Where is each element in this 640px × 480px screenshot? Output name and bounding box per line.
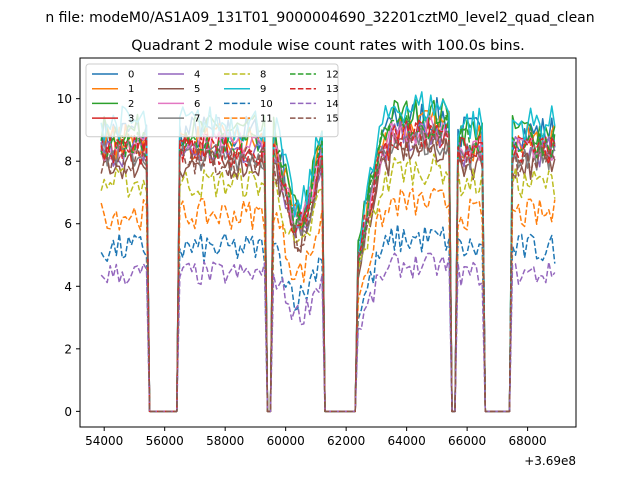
x-tick-label: 64000 — [388, 434, 426, 448]
legend-label-0: 0 — [128, 70, 134, 81]
legend-label-14: 14 — [326, 99, 339, 110]
legend-label-10: 10 — [260, 99, 273, 110]
series-line-10 — [100, 223, 556, 413]
legend-label-12: 12 — [326, 70, 339, 81]
x-tick-label: 56000 — [146, 434, 184, 448]
legend-label-4: 4 — [194, 70, 200, 81]
legend-label-15: 15 — [326, 114, 339, 125]
legend-box — [85, 63, 339, 138]
y-tick-label: 0 — [64, 405, 72, 419]
legend-label-5: 5 — [194, 84, 200, 95]
x-axis: 54000 56000 58000 60000 62000 64000 66000 68000 — [85, 427, 547, 448]
x-tick-label: 68000 — [509, 434, 547, 448]
y-tick-label: 8 — [64, 155, 72, 169]
x-tick-label: 60000 — [267, 434, 305, 448]
legend-label-2: 2 — [128, 99, 134, 110]
x-tick-label: 58000 — [206, 434, 244, 448]
legend-label-6: 6 — [194, 99, 200, 110]
x-tick-label: 54000 — [85, 434, 123, 448]
legend-label-9: 9 — [260, 84, 266, 95]
x-offset-label: +3.69e8 — [524, 454, 576, 468]
y-tick-label: 10 — [57, 92, 72, 106]
legend-label-1: 1 — [128, 84, 134, 95]
x-tick-label: 66000 — [448, 434, 486, 448]
axes-frame — [79, 57, 577, 428]
y-tick-label: 6 — [64, 217, 72, 231]
x-tick-label: 62000 — [327, 434, 365, 448]
legend-label-3: 3 — [128, 114, 134, 125]
legend-label-7: 7 — [194, 114, 200, 125]
legend-label-11: 11 — [260, 114, 273, 125]
figure-suptitle: n file: modeM0/AS1A09_131T01_9000004690_… — [45, 10, 594, 26]
series-layer — [100, 91, 556, 413]
legend-label-13: 13 — [326, 84, 339, 95]
y-tick-label: 4 — [64, 280, 72, 294]
chart-title: Quadrant 2 module wise count rates with … — [131, 38, 525, 54]
y-tick-label: 2 — [64, 342, 72, 356]
y-axis: 0 2 4 6 8 10 — [57, 92, 80, 419]
series-line-15 — [100, 130, 556, 413]
legend-label-8: 8 — [260, 70, 266, 81]
